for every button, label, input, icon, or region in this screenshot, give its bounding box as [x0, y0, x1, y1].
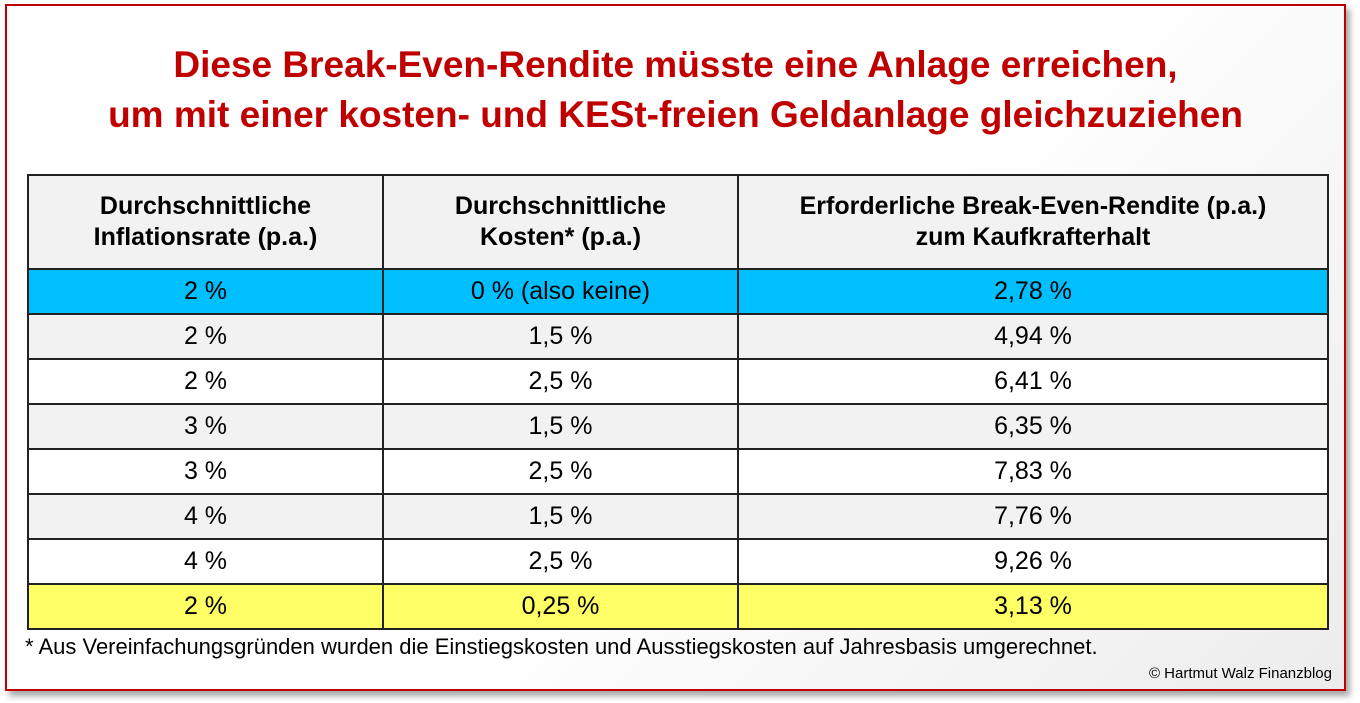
- rendite-cell: 3,13 %: [737, 583, 1329, 630]
- rendite-cell: 6,35 %: [737, 403, 1329, 450]
- inflation-cell: 2 %: [27, 583, 384, 630]
- table-header-row: Durchschnittliche Inflationsrate (p.a.) D…: [27, 174, 1329, 270]
- header-rendite: Erforderliche Break-Even-Rendite (p.a.) z…: [737, 174, 1329, 270]
- rendite-cell: 7,83 %: [737, 448, 1329, 495]
- inflation-cell: 4 %: [27, 538, 384, 585]
- rendite-cell: 2,78 %: [737, 268, 1329, 315]
- inflation-cell: 4 %: [27, 493, 384, 540]
- slide-frame: Diese Break-Even-Rendite müsste eine Anl…: [5, 4, 1346, 691]
- title-line-1: Diese Break-Even-Rendite müsste eine Anl…: [173, 44, 1178, 85]
- header-kosten: Durchschnittliche Kosten* (p.a.): [382, 174, 739, 270]
- table-row: 2 % 2,5 % 6,41 %: [27, 358, 1329, 405]
- kosten-cell: 2,5 %: [382, 538, 739, 585]
- table-row: 4 % 2,5 % 9,26 %: [27, 538, 1329, 585]
- kosten-cell: 1,5 %: [382, 493, 739, 540]
- table-row: 2 % 0 % (also keine) 2,78 %: [27, 268, 1329, 315]
- kosten-cell: 0 % (also keine): [382, 268, 739, 315]
- table-row: 2 % 0,25 % 3,13 %: [27, 583, 1329, 630]
- table-row: 3 % 1,5 % 6,35 %: [27, 403, 1329, 450]
- title-line-2: um mit einer kosten- und KESt-freien Gel…: [108, 94, 1243, 135]
- kosten-cell: 2,5 %: [382, 358, 739, 405]
- break-even-table: Durchschnittliche Inflationsrate (p.a.) D…: [27, 174, 1329, 630]
- rendite-cell: 7,76 %: [737, 493, 1329, 540]
- table-row: 4 % 1,5 % 7,76 %: [27, 493, 1329, 540]
- kosten-cell: 0,25 %: [382, 583, 739, 630]
- kosten-cell: 1,5 %: [382, 403, 739, 450]
- inflation-cell: 3 %: [27, 403, 384, 450]
- kosten-cell: 1,5 %: [382, 313, 739, 360]
- inflation-cell: 3 %: [27, 448, 384, 495]
- slide-title: Diese Break-Even-Rendite müsste eine Anl…: [7, 40, 1344, 140]
- copyright: © Hartmut Walz Finanzblog: [1148, 665, 1332, 682]
- kosten-cell: 2,5 %: [382, 448, 739, 495]
- rendite-cell: 9,26 %: [737, 538, 1329, 585]
- inflation-cell: 2 %: [27, 313, 384, 360]
- inflation-cell: 2 %: [27, 268, 384, 315]
- inflation-cell: 2 %: [27, 358, 384, 405]
- footnote: * Aus Vereinfachungsgründen wurden die E…: [25, 634, 1098, 659]
- rendite-cell: 6,41 %: [737, 358, 1329, 405]
- header-inflation: Durchschnittliche Inflationsrate (p.a.): [27, 174, 384, 270]
- table-row: 3 % 2,5 % 7,83 %: [27, 448, 1329, 495]
- rendite-cell: 4,94 %: [737, 313, 1329, 360]
- table-row: 2 % 1,5 % 4,94 %: [27, 313, 1329, 360]
